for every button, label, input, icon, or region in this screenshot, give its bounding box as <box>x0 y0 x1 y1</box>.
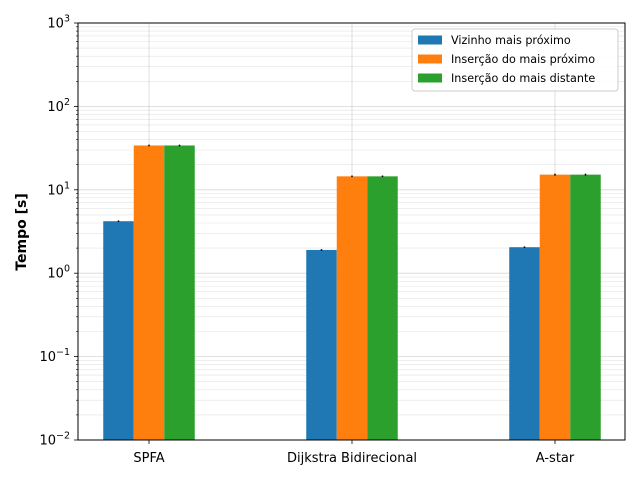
x-tick-label: SPFA <box>133 451 164 466</box>
bar <box>164 145 195 440</box>
bars-group <box>103 144 601 440</box>
y-axis: 10−2 10−1 100 101 102 103 <box>39 14 78 449</box>
bar <box>509 247 540 440</box>
y-tick-label: 10−1 <box>39 347 70 365</box>
bar <box>367 176 398 440</box>
bar <box>336 176 368 440</box>
legend-label: Vizinho mais próximo <box>451 34 571 47</box>
plot-frame <box>77 22 626 441</box>
legend-label: Inserção do mais próximo <box>451 53 595 66</box>
bar <box>306 249 337 440</box>
bar <box>539 174 571 440</box>
bar <box>133 145 165 440</box>
legend-label: Inserção do mais distante <box>451 72 595 85</box>
legend-swatch <box>418 54 442 64</box>
y-tick-label: 10−2 <box>39 431 70 449</box>
bar <box>570 174 601 440</box>
bar <box>103 221 134 440</box>
y-tick-label: 100 <box>47 264 70 282</box>
x-tick-label: Dijkstra Bidirecional <box>287 451 417 466</box>
y-tick-label: 103 <box>47 14 70 32</box>
legend-box <box>411 28 619 92</box>
legend: Vizinho mais próximo Inserção do mais pró… <box>411 28 619 92</box>
legend-swatch <box>418 73 442 83</box>
y-axis-label: Tempo [s] <box>14 193 30 270</box>
x-axis: SPFA Dijkstra Bidirecional A-star <box>133 440 575 466</box>
y-tick-label: 101 <box>47 180 70 198</box>
legend-swatch <box>418 35 442 45</box>
x-tick-label: A-star <box>536 451 575 466</box>
y-tick-label: 102 <box>47 97 70 115</box>
